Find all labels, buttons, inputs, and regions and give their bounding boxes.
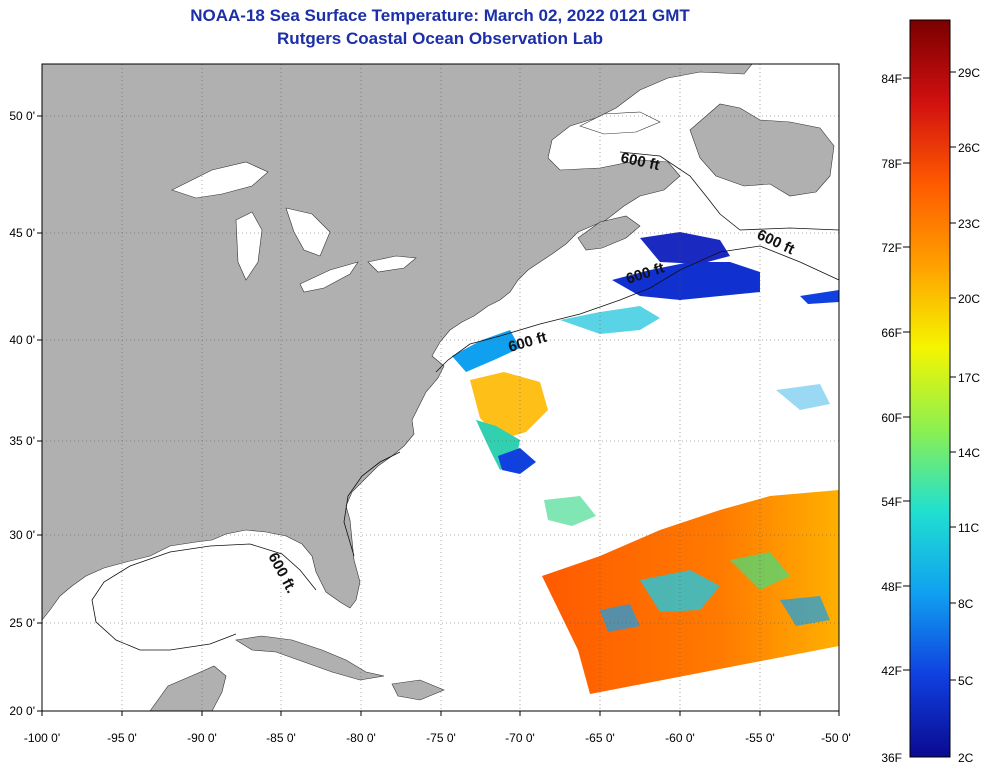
lake-michigan [235,211,263,281]
great-lakes [171,111,661,293]
lon-tick-label: -95 0' [107,731,137,745]
lake-erie [299,261,359,293]
colorbar-f-label: 36F [881,751,902,765]
colorbar-f-label: 54F [881,495,902,509]
map-title: NOAA-18 Sea Surface Temperature: March 0… [190,6,690,25]
north-america-land [41,63,753,621]
colorbar-c-label: 11C [958,521,979,535]
colorbar-f-label: 84F [881,72,902,86]
colorbar-c-label: 20C [958,292,980,306]
lon-tick-label: -75 0' [426,731,456,745]
newfoundland [689,103,835,197]
colorbar-f-label: 78F [881,157,902,171]
lake-superior [171,161,269,199]
600ft-contour [91,151,840,651]
lon-tick-label: -70 0' [505,731,535,745]
lon-tick-label: -65 0' [585,731,615,745]
lon-tick-marks [41,711,840,716]
colorbar-c-label: 14C [958,446,980,460]
lon-tick-label: -100 0' [24,731,60,745]
colorbar-c-label: 2C [958,751,974,765]
colorbar-c-label: 17C [958,371,980,385]
lake-huron [285,207,331,257]
lon-tick-label: -50 0' [821,731,851,745]
lon-tick-label: -60 0' [665,731,695,745]
lon-tick-label: -80 0' [346,731,376,745]
colorbar-c-label: 23C [958,217,980,231]
colorbar-c-label: 8C [958,597,974,611]
lat-tick-marks [37,115,42,712]
lat-tick-label: 20 0' [9,704,35,718]
map-subtitle: Rutgers Coastal Ocean Observation Lab [277,29,603,48]
colorbar-ticks [903,71,956,681]
colorbar-c-label: 5C [958,674,974,688]
lat-tick-label: 50 0' [9,109,35,123]
lon-tick-label: -90 0' [187,731,217,745]
lat-tick-label: 25 0' [9,616,35,630]
colorbar [909,19,951,758]
sst-gulf-of-maine [612,262,760,300]
lat-tick-label: 30 0' [9,528,35,542]
lon-tick-label: -55 0' [745,731,775,745]
nova-scotia [577,215,641,251]
colorbar-f-label: 60F [881,411,902,425]
colorbar-f-label: 72F [881,241,902,255]
lat-tick-label: 35 0' [9,434,35,448]
lat-tick-label: 40 0' [9,333,35,347]
sst-shelf-cold [452,330,520,372]
yucatan [149,665,227,712]
sst-south-patches [640,570,720,612]
colorbar-f-label: 42F [881,664,902,678]
lon-tick-label: -85 0' [266,731,296,745]
hispaniola [391,679,445,701]
map-grid [42,64,839,711]
lat-tick-label: 45 0' [9,226,35,240]
colorbar-c-label: 29C [958,66,980,80]
sst-cape-hatteras [470,372,548,440]
colorbar-f-label: 66F [881,326,902,340]
lake-ontario [367,255,417,273]
cuba [235,635,385,681]
sst-swath [452,232,839,694]
colorbar-f-label: 48F [881,580,902,594]
land [41,63,835,712]
colorbar-c-label: 26C [958,141,980,155]
